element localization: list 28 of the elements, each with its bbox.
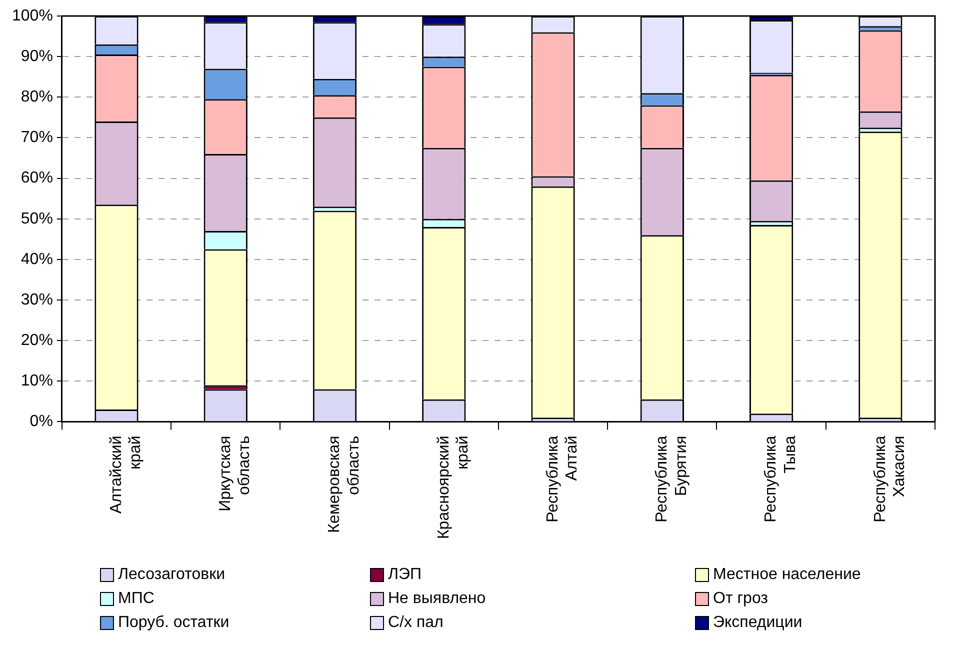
legend-label: От гроз bbox=[713, 590, 768, 608]
legend-label: Не выявлено bbox=[388, 590, 486, 608]
y-tick-label: 90% bbox=[20, 48, 53, 65]
x-tick-label: Республика Хакасия bbox=[872, 436, 908, 522]
y-tick-label: 0% bbox=[30, 413, 53, 430]
y-tick-label: 40% bbox=[20, 250, 53, 268]
legend-label: Поруб. остатки bbox=[118, 614, 230, 632]
x-tick-label: Кемеровская область bbox=[326, 436, 362, 533]
legend-label: Экспедиции bbox=[713, 614, 802, 632]
y-tick-label: 20% bbox=[20, 332, 53, 349]
x-tick-label: Алтайский край bbox=[108, 436, 144, 514]
legend-label: Лесозаготовки bbox=[118, 566, 226, 584]
legend-label: ЛЭП bbox=[388, 566, 422, 584]
y-tick-label: 50% bbox=[20, 210, 53, 228]
y-tick-label: 70% bbox=[20, 129, 53, 146]
legend-label: МПС bbox=[118, 590, 154, 608]
y-tick-label: 60% bbox=[20, 170, 53, 187]
y-tick-label: 80% bbox=[20, 88, 53, 106]
x-tick-label: Республика Алтай bbox=[544, 436, 581, 522]
x-tick-label: Иркутская область bbox=[217, 436, 254, 512]
legend-label: С/х пал bbox=[388, 614, 444, 632]
legend-label: Местное население bbox=[713, 566, 861, 584]
x-tick-label: Республика Бурятия bbox=[654, 436, 690, 522]
y-tick-label: 30% bbox=[20, 291, 53, 308]
y-tick-label: 10% bbox=[20, 372, 53, 390]
y-tick-label: 100% bbox=[12, 7, 53, 24]
x-tick-label: Красноярский край bbox=[435, 436, 472, 540]
x-tick-label: Республика Тыва bbox=[762, 436, 799, 522]
